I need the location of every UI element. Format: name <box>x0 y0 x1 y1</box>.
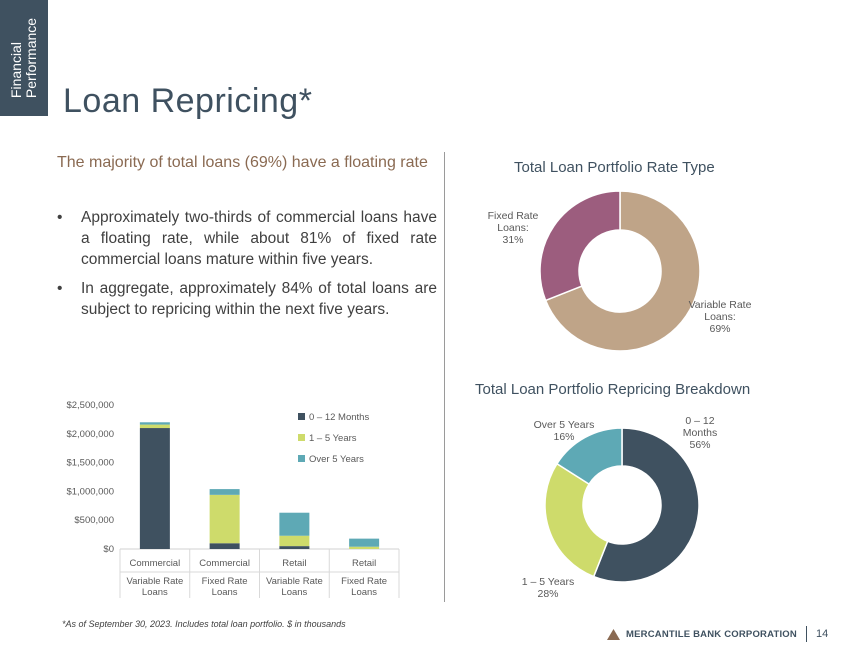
bar-segment <box>139 428 170 549</box>
rate-type-chart-title: Total Loan Portfolio Rate Type <box>514 159 715 176</box>
donut-label: Months <box>683 427 717 439</box>
donut-slice <box>544 190 701 352</box>
legend-swatch <box>298 434 305 441</box>
x-tick-label: Commercial <box>130 558 181 569</box>
x-tick-sublabel: Loans <box>212 587 238 598</box>
donut-label: 0 – 12 <box>685 415 714 427</box>
y-tick-label: $2,000,000 <box>66 429 114 440</box>
donut-label: 16% <box>553 431 574 443</box>
y-tick-label: $1,000,000 <box>66 486 114 497</box>
y-tick-label: $500,000 <box>74 515 114 526</box>
x-tick-sublabel: Variable Rate <box>126 576 183 587</box>
headline: The majority of total loans (69%) have a… <box>57 154 428 171</box>
donut-label: 31% <box>502 234 523 246</box>
legend-label: 1 – 5 Years <box>309 433 357 444</box>
donut-label: 56% <box>689 439 710 451</box>
legend-swatch <box>298 455 305 462</box>
legend-label: Over 5 Years <box>309 454 364 465</box>
legend-label: 0 – 12 Months <box>309 412 369 423</box>
bar-segment <box>279 546 310 549</box>
donut-slice <box>544 462 609 578</box>
bar-segment <box>279 512 310 536</box>
donut-slice <box>555 427 623 486</box>
triangle-logo-icon <box>607 628 620 640</box>
y-tick-label: $2,500,000 <box>66 400 114 411</box>
bar-segment <box>349 538 380 547</box>
bar-segment <box>349 546 380 549</box>
donut-label: Variable Rate <box>689 299 752 311</box>
brand-footer: MERCANTILE BANK CORPORATION 14 <box>607 626 828 642</box>
x-tick-sublabel: Loans <box>351 587 377 598</box>
footnote: *As of September 30, 2023. Includes tota… <box>62 619 346 629</box>
bar-segment <box>209 543 240 549</box>
x-tick-sublabel: Fixed Rate <box>202 576 248 587</box>
donut-label: 1 – 5 Years <box>522 576 575 588</box>
page-title: Loan Repricing* <box>63 82 313 120</box>
y-tick-label: $0 <box>103 544 114 555</box>
bullet-item: In aggregate, approximately 84% of total… <box>57 278 437 320</box>
brand-name: MERCANTILE BANK CORPORATION <box>626 628 797 640</box>
column-divider <box>444 152 445 602</box>
page-number: 14 <box>815 628 829 640</box>
bar-segment <box>209 489 240 495</box>
donut-label: 28% <box>537 588 558 600</box>
donut-label: 69% <box>709 323 730 335</box>
donut-label: Fixed Rate <box>488 210 539 222</box>
donut-label: Loans: <box>497 222 529 234</box>
bar-segment <box>279 535 310 547</box>
bar-segment <box>139 422 170 425</box>
x-tick-label: Retail <box>352 558 376 569</box>
x-tick-sublabel: Loans <box>142 587 168 598</box>
bar-segment <box>139 424 170 429</box>
donut-slice <box>592 427 700 583</box>
bar-segment <box>209 494 240 544</box>
legend-swatch <box>298 413 305 420</box>
bullet-list: Approximately two-thirds of commercial l… <box>57 207 437 328</box>
donut-label: Loans: <box>704 311 736 323</box>
donut-label: Over 5 Years <box>534 419 595 431</box>
x-tick-sublabel: Loans <box>281 587 307 598</box>
x-tick-sublabel: Variable Rate <box>266 576 323 587</box>
repricing-chart-title: Total Loan Portfolio Repricing Breakdown <box>475 381 751 398</box>
x-tick-label: Commercial <box>199 558 250 569</box>
x-tick-label: Retail <box>282 558 306 569</box>
section-tab: Financial Performance <box>0 0 48 116</box>
donut-slice <box>539 190 621 302</box>
bullet-item: Approximately two-thirds of commercial l… <box>57 207 437 270</box>
brand-separator <box>805 626 807 642</box>
x-tick-sublabel: Fixed Rate <box>341 576 387 587</box>
y-tick-label: $1,500,000 <box>66 458 114 469</box>
